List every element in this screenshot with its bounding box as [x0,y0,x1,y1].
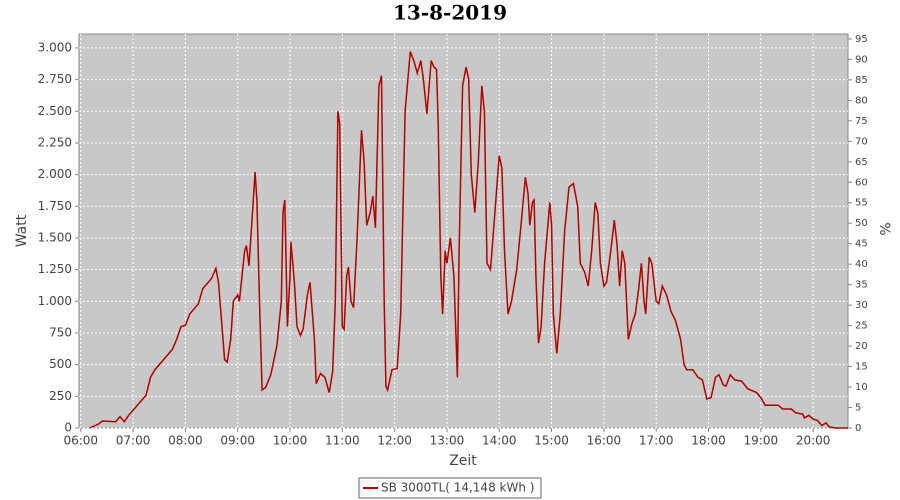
y-tick-label: 500 [49,357,72,371]
x-tick-label: 10:00 [273,434,308,448]
y-tick-label: 2.750 [38,72,72,86]
data-line [89,51,848,429]
y2-tick-label: 25 [855,321,868,332]
chart-title: 13-8-2019 [393,1,507,25]
x-tick-label: 09:00 [220,434,255,448]
y-tick-label: 2.250 [38,135,72,149]
y-tick-label: 0 [64,421,72,435]
y2-tick-label: 30 [855,300,868,311]
y2-tick-label: 60 [855,177,868,188]
x-tick-label: 06:00 [63,434,98,448]
y2-tick-label: 50 [855,218,868,229]
y2-tick-label: 40 [855,259,868,270]
y2-tick-label: 90 [855,54,868,65]
y-tick-label: 3.000 [38,40,72,54]
x-tick-label: 11:00 [325,434,360,448]
x-tick-label: 07:00 [116,434,151,448]
y-tick-label: 1.500 [38,230,72,244]
x-tick-label: 17:00 [639,434,674,448]
y2-tick-label: 0 [855,423,861,434]
x-tick-label: 19:00 [744,434,779,448]
x-tick-label: 12:00 [377,434,412,448]
y2-tick-label: 70 [855,136,868,147]
y2-tick-label: 45 [855,239,868,250]
x-tick-label: 18:00 [691,434,726,448]
y2-tick-label: 75 [855,116,868,127]
y2-tick-label: 15 [855,362,868,373]
x-tick-label: 20:00 [796,434,831,448]
y2-tick-label: 10 [855,382,868,393]
y-tick-label: 250 [49,389,72,403]
legend-label: SB 3000TL( 14,148 kWh ) [381,481,534,495]
y2-tick-label: 55 [855,198,868,209]
y2-axis-label: % [876,222,892,235]
y2-tick-label: 5 [855,403,861,414]
legend: SB 3000TL( 14,148 kWh ) [358,477,542,499]
y2-tick-label: 65 [855,157,868,168]
y-tick-label: 1.000 [38,294,72,308]
x-tick-label: 08:00 [168,434,203,448]
x-axis-label: Zeit [449,453,477,469]
plot-area [78,33,849,429]
y-axis-label: Watt [14,214,30,247]
y2-tick-label: 85 [855,75,868,86]
y2-tick-label: 35 [855,280,868,291]
x-tick-label: 14:00 [482,434,517,448]
y-tick-label: 1.750 [38,199,72,213]
y-tick-label: 1.250 [38,262,72,276]
y-tick-label: 2.500 [38,104,72,118]
x-tick-label: 13:00 [430,434,465,448]
x-tick-label: 16:00 [587,434,622,448]
y-tick-label: 2.000 [38,167,72,181]
y2-tick-label: 95 [855,34,868,45]
y-tick-label: 750 [49,325,72,339]
y2-tick-label: 80 [855,95,868,106]
legend-box [358,477,542,499]
y2-tick-label: 20 [855,341,868,352]
x-tick-label: 15:00 [534,434,569,448]
